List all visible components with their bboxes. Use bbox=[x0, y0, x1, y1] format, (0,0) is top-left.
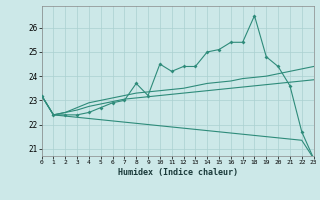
X-axis label: Humidex (Indice chaleur): Humidex (Indice chaleur) bbox=[118, 168, 237, 177]
